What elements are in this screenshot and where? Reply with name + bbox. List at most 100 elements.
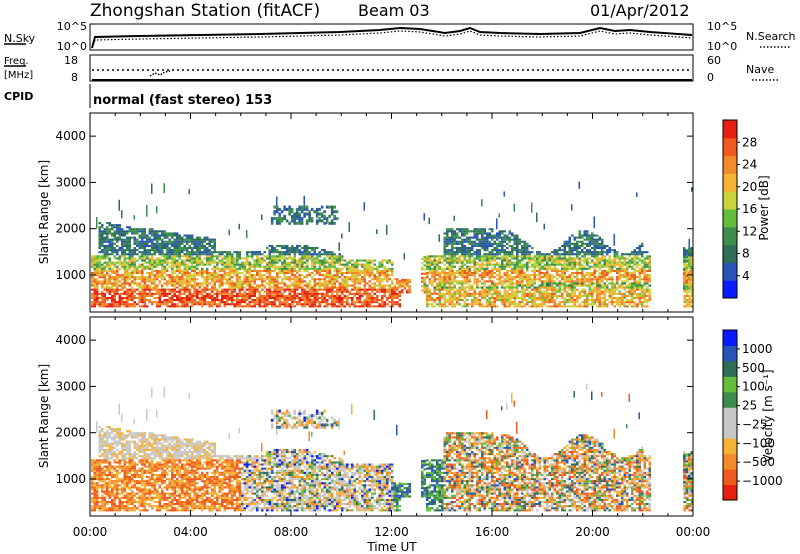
power-cell: [573, 267, 576, 270]
power-cell: [128, 230, 131, 233]
power-cell: [578, 278, 581, 281]
power-cell: [448, 261, 451, 264]
power-cell: [148, 238, 151, 241]
power-cell: [193, 251, 196, 254]
power-cell: [316, 282, 319, 285]
power-cell: [511, 253, 514, 256]
power-cell: [596, 244, 599, 247]
power-cell: [378, 263, 381, 266]
power-cell: [158, 251, 161, 254]
power-cell: [168, 234, 171, 237]
power-cell: [233, 259, 236, 262]
power-cell: [96, 294, 99, 297]
power-cell: [268, 244, 271, 247]
power-cell: [268, 274, 271, 277]
power-cell: [256, 303, 259, 306]
power-cell: [356, 259, 359, 262]
power-cell: [146, 294, 149, 297]
power-cell: [541, 299, 544, 302]
power-cell: [161, 269, 164, 272]
power-cell: [226, 257, 229, 260]
power-cell: [338, 259, 341, 262]
power-cell: [566, 253, 569, 256]
power-cell: [181, 259, 184, 262]
power-cell: [603, 274, 606, 277]
power-cell: [581, 263, 584, 266]
power-cell: [443, 292, 446, 295]
power-cell: [478, 255, 481, 258]
power-cell: [236, 297, 239, 300]
power-cell: [328, 257, 331, 260]
power-cell: [281, 303, 284, 306]
power-cell: [161, 240, 164, 243]
power-cell: [201, 261, 204, 264]
power-cell: [246, 253, 249, 256]
power-cell: [331, 278, 334, 281]
power-cell: [551, 290, 554, 293]
power-cell: [461, 267, 464, 270]
power-cell: [188, 278, 191, 281]
power-cell: [326, 251, 329, 254]
power-cell: [496, 261, 499, 264]
power-cell: [206, 249, 209, 252]
power-cell: [598, 257, 601, 260]
power-cell: [543, 282, 546, 285]
power-cell: [183, 244, 186, 247]
power-cell: [141, 238, 144, 241]
power-cell: [518, 276, 521, 279]
power-cell: [488, 305, 491, 308]
power-cell: [518, 261, 521, 264]
power-cell: [471, 292, 474, 295]
power-cell: [273, 294, 276, 297]
power-cell: [483, 290, 486, 293]
power-cell: [193, 284, 196, 287]
power-cell: [108, 247, 111, 250]
power-cell: [161, 288, 164, 291]
power-cell: [321, 267, 324, 270]
power-cell: [573, 242, 576, 245]
power-cell: [238, 265, 241, 268]
power-cell: [168, 290, 171, 293]
power-cell: [286, 278, 289, 281]
power-cell: [581, 259, 584, 262]
power-cell: [178, 263, 181, 266]
power-cell: [118, 232, 121, 235]
power-cell: [263, 251, 266, 254]
power-cell: [538, 286, 541, 289]
power-cell: [123, 261, 126, 264]
power-cell: [106, 265, 109, 268]
power-cell: [443, 238, 446, 241]
power-cell: [486, 240, 489, 243]
power-cell: [133, 251, 136, 254]
power-cell: [153, 244, 156, 247]
power-cell: [243, 305, 246, 308]
power-cell: [371, 290, 374, 293]
power-cell: [341, 274, 344, 277]
power-cell: [128, 240, 131, 243]
power-cell: [596, 288, 599, 291]
power-cell: [188, 261, 191, 264]
power-cell: [476, 230, 479, 233]
power-cell: [493, 303, 496, 306]
power-cell: [303, 294, 306, 297]
power-cell: [481, 265, 484, 268]
power-cell: [283, 301, 286, 304]
power-cell: [448, 301, 451, 304]
power-cell: [533, 294, 536, 297]
power-cell: [223, 297, 226, 300]
power-cell: [388, 290, 391, 293]
power-cell: [156, 288, 159, 291]
power-cell: [536, 286, 539, 289]
power-cell: [503, 259, 506, 262]
power-cell: [336, 276, 339, 279]
power-cell: [503, 301, 506, 304]
power-cell: [268, 253, 271, 256]
power-cell: [153, 278, 156, 281]
power-cell: [541, 267, 544, 270]
power-cell: [201, 290, 204, 293]
power-cell: [486, 257, 489, 260]
power-cell: [141, 286, 144, 289]
power-cell: [113, 257, 116, 260]
power-cell: [188, 257, 191, 260]
power-cell: [118, 263, 121, 266]
